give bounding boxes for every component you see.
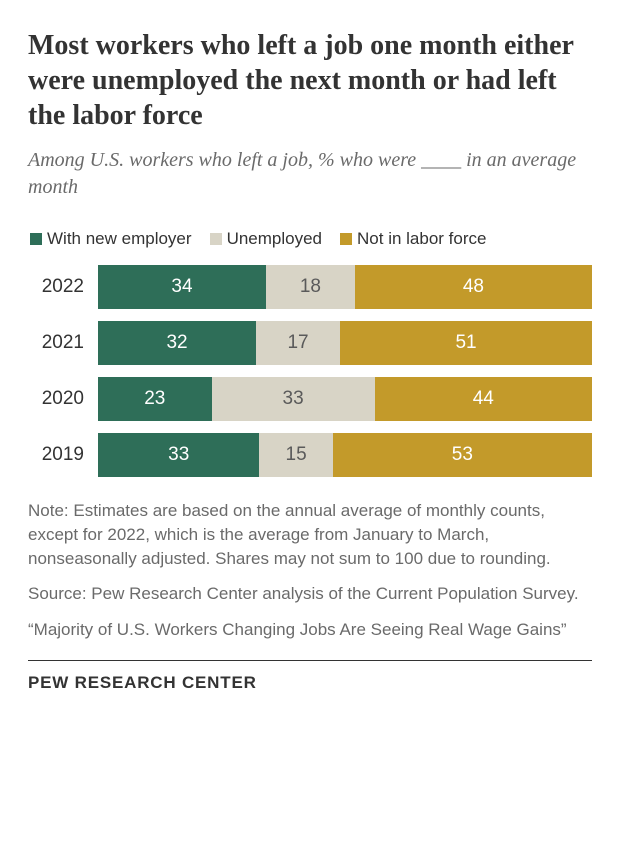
bar: 23 33 44: [98, 377, 592, 421]
chart-note: Note: Estimates are based on the annual …: [28, 499, 592, 570]
bar-segment: 48: [355, 265, 592, 309]
legend-swatch: [30, 233, 42, 245]
chart-row: 2019 33 15 53: [28, 433, 592, 477]
legend-swatch: [340, 233, 352, 245]
legend-label: Not in labor force: [357, 229, 486, 249]
bar-segment: 51: [340, 321, 592, 365]
bar-segment: 33: [98, 433, 259, 477]
bar-segment: 32: [98, 321, 256, 365]
legend-item: With new employer: [30, 229, 192, 249]
legend-swatch: [210, 233, 222, 245]
legend-label: Unemployed: [227, 229, 322, 249]
chart-source: Source: Pew Research Center analysis of …: [28, 582, 592, 606]
legend-item: Unemployed: [210, 229, 322, 249]
legend-label: With new employer: [47, 229, 192, 249]
bar-segment: 33: [212, 377, 375, 421]
chart-report-title: “Majority of U.S. Workers Changing Jobs …: [28, 618, 592, 642]
footer-divider: [28, 660, 592, 661]
bar: 32 17 51: [98, 321, 592, 365]
bar: 34 18 48: [98, 265, 592, 309]
bar-segment: 15: [259, 433, 332, 477]
bar-segment: 44: [375, 377, 592, 421]
bar-segment: 18: [266, 265, 355, 309]
chart-row: 2020 23 33 44: [28, 377, 592, 421]
chart-subtitle: Among U.S. workers who left a job, % who…: [28, 147, 592, 201]
bar-segment: 34: [98, 265, 266, 309]
year-label: 2020: [28, 388, 98, 410]
stacked-bar-chart: 2022 34 18 48 2021 32 17 51 2020 23 33 4…: [28, 265, 592, 477]
bar-segment: 17: [256, 321, 340, 365]
year-label: 2019: [28, 444, 98, 466]
legend-item: Not in labor force: [340, 229, 486, 249]
year-label: 2021: [28, 332, 98, 354]
chart-row: 2021 32 17 51: [28, 321, 592, 365]
chart-legend: With new employer Unemployed Not in labo…: [28, 229, 592, 249]
chart-row: 2022 34 18 48: [28, 265, 592, 309]
bar-segment: 23: [98, 377, 212, 421]
footer-attribution: PEW RESEARCH CENTER: [28, 673, 592, 693]
bar-segment: 53: [333, 433, 592, 477]
bar: 33 15 53: [98, 433, 592, 477]
year-label: 2022: [28, 276, 98, 298]
chart-title: Most workers who left a job one month ei…: [28, 28, 592, 133]
